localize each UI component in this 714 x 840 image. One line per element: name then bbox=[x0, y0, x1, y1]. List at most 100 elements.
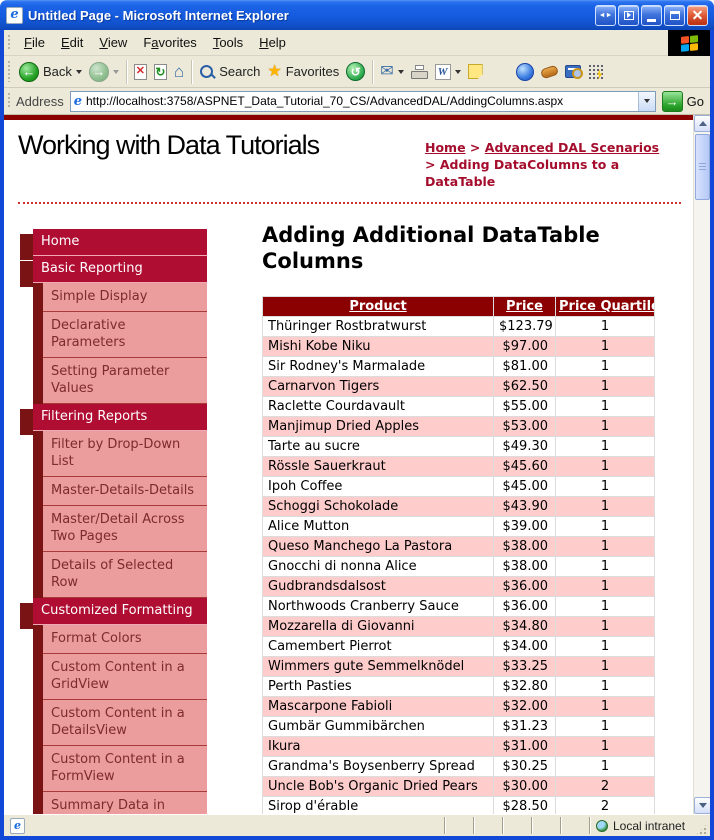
sidebar-item-master-details-details[interactable]: Master-Details-Details bbox=[43, 477, 207, 506]
sort-price-link[interactable]: Price bbox=[506, 299, 543, 314]
research-icon bbox=[539, 64, 559, 79]
sidebar-item-custom-content-in-a-formview[interactable]: Custom Content in a FormView bbox=[43, 746, 207, 792]
breadcrumb-separator: > bbox=[469, 140, 481, 155]
research-button[interactable] bbox=[538, 64, 561, 79]
maximize-button[interactable] bbox=[664, 4, 685, 26]
search-button[interactable]: Search bbox=[196, 62, 263, 82]
sidebar-item-setting-parameter-values[interactable]: Setting Parameter Values bbox=[43, 358, 207, 404]
breadcrumb-link-home[interactable]: Home bbox=[425, 140, 466, 155]
stop-button[interactable]: ✕ bbox=[131, 62, 150, 82]
go-button[interactable]: → Go bbox=[661, 90, 704, 112]
split-view-button[interactable]: ◄► bbox=[595, 4, 616, 26]
price-cell: $36.00 bbox=[493, 576, 556, 597]
forward-button[interactable]: → bbox=[86, 60, 122, 84]
product-cell: Rössle Sauerkraut bbox=[262, 456, 494, 477]
back-button[interactable]: ← Back bbox=[16, 60, 85, 84]
minimize-button[interactable] bbox=[641, 4, 662, 26]
main-column: Adding Additional DataTable Columns Prod… bbox=[262, 222, 655, 814]
toolbar-grip[interactable] bbox=[8, 61, 10, 82]
table-row: Mozzarella di Giovanni $34.80 1 bbox=[262, 616, 655, 637]
sidebar-item-custom-content-in-a-detailsview[interactable]: Custom Content in a DetailsView bbox=[43, 700, 207, 746]
close-button[interactable] bbox=[687, 4, 708, 26]
go-arrow-icon: → bbox=[661, 90, 683, 112]
table-row: Gnocchi di nonna Alice $38.00 1 bbox=[262, 556, 655, 577]
table-row: Raclette Courdavault $55.00 1 bbox=[262, 396, 655, 417]
sidebar-item-declarative-parameters[interactable]: Declarative Parameters bbox=[43, 312, 207, 358]
address-url: http://localhost:3758/ASPNET_Data_Tutori… bbox=[85, 94, 564, 108]
book-search-button[interactable] bbox=[562, 63, 584, 80]
address-dropdown-button[interactable] bbox=[637, 91, 655, 111]
sidebar-item-home[interactable]: Home bbox=[20, 229, 207, 260]
quartile-cell: 1 bbox=[555, 716, 655, 737]
history-button[interactable]: ↺ bbox=[343, 60, 368, 83]
menu-bar-items: File Edit View Favorites Tools Help bbox=[16, 34, 294, 52]
product-cell: Perth Pasties bbox=[262, 676, 494, 697]
sidebar-item-custom-content-in-a-gridview[interactable]: Custom Content in a GridView bbox=[43, 654, 207, 700]
print-button[interactable] bbox=[408, 63, 431, 81]
column-header-price-quartile: Price Quartile bbox=[555, 296, 655, 317]
search-icon bbox=[199, 64, 215, 80]
messenger-button[interactable] bbox=[513, 61, 537, 83]
sidebar-item-basic-reporting[interactable]: Basic Reporting bbox=[20, 256, 207, 287]
menu-item-edit[interactable]: Edit bbox=[60, 34, 84, 50]
maximize-icon bbox=[669, 10, 680, 20]
product-cell: Sirop d'érable bbox=[262, 796, 494, 814]
toolbar-separator bbox=[191, 59, 193, 84]
resize-grip[interactable] bbox=[695, 823, 708, 836]
breadcrumb-link-advanced-dal[interactable]: Advanced DAL Scenarios bbox=[484, 140, 660, 155]
sidebar-item-summary-data-in-footer[interactable]: Summary Data in Footer bbox=[43, 792, 207, 814]
sidebar-item-format-colors[interactable]: Format Colors bbox=[43, 625, 207, 654]
address-input[interactable]: e http://localhost:3758/ASPNET_Data_Tuto… bbox=[69, 90, 656, 112]
price-cell: $123.79 bbox=[493, 316, 556, 337]
popout-button[interactable] bbox=[618, 4, 639, 26]
product-cell: Gudbrandsdalsost bbox=[262, 576, 494, 597]
sidebar-item-master-detail-across-two-pages[interactable]: Master/Detail Across Two Pages bbox=[43, 506, 207, 552]
header-divider bbox=[18, 202, 681, 204]
menu-item-file[interactable]: File bbox=[24, 34, 45, 50]
table-row: Sir Rodney's Marmalade $81.00 1 bbox=[262, 356, 655, 377]
scroll-up-button[interactable] bbox=[694, 115, 710, 132]
menu-item-favorites[interactable]: Favorites bbox=[143, 34, 197, 50]
product-cell: Northwoods Cranberry Sauce bbox=[262, 596, 494, 617]
product-cell: Carnarvon Tigers bbox=[262, 376, 494, 397]
page-title: Adding Additional DataTable Columns bbox=[262, 223, 600, 273]
menu-item-help[interactable]: Help bbox=[259, 34, 286, 50]
mail-button[interactable]: ✉ bbox=[377, 62, 406, 82]
sidebar-nav: Home Basic Reporting Simple Display Declara… bbox=[20, 229, 207, 814]
browser-viewport: Working with Data Tutorials Home > Advan… bbox=[4, 115, 710, 814]
mobile-favorites-button[interactable] bbox=[585, 62, 606, 81]
product-cell: Mozzarella di Giovanni bbox=[262, 616, 494, 637]
sidebar-item-filter-by-drop-down-list[interactable]: Filter by Drop-Down List bbox=[43, 431, 207, 477]
menu-item-view[interactable]: View bbox=[99, 34, 128, 50]
scroll-down-button[interactable] bbox=[694, 797, 710, 814]
edit-with-word-button[interactable]: W bbox=[432, 62, 464, 82]
sort-product-link[interactable]: Product bbox=[349, 299, 407, 314]
refresh-button[interactable]: ↻ bbox=[151, 62, 170, 82]
breadcrumb-current: Adding DataColumns to a DataTable bbox=[425, 157, 620, 189]
table-row: Schoggi Schokolade $43.90 1 bbox=[262, 496, 655, 517]
sidebar-item-filtering-reports[interactable]: Filtering Reports bbox=[20, 404, 207, 435]
product-cell: Mascarpone Fabioli bbox=[262, 696, 494, 717]
product-cell: Sir Rodney's Marmalade bbox=[262, 356, 494, 377]
product-cell: Wimmers gute Semmelknödel bbox=[262, 656, 494, 677]
status-pane bbox=[444, 817, 473, 834]
go-label: Go bbox=[686, 93, 704, 109]
favorites-button[interactable]: ★ Favorites bbox=[264, 62, 342, 82]
product-cell: Ikura bbox=[262, 736, 494, 757]
table-row: Sirop d'érable $28.50 2 bbox=[262, 796, 655, 814]
sidebar-item-details-of-selected-row[interactable]: Details of Selected Row bbox=[43, 552, 207, 598]
menubar-grip[interactable] bbox=[8, 35, 10, 50]
quartile-cell: 1 bbox=[555, 516, 655, 537]
quartile-cell: 1 bbox=[555, 556, 655, 577]
sidebar-item-simple-display[interactable]: Simple Display bbox=[43, 283, 207, 312]
sort-price-quartile-link[interactable]: Price Quartile bbox=[559, 299, 655, 314]
home-button[interactable]: ⌂ bbox=[171, 61, 187, 82]
sidebar-item-customized-formatting[interactable]: Customized Formatting bbox=[20, 598, 207, 629]
notes-button[interactable] bbox=[465, 62, 486, 81]
addressbar-grip[interactable] bbox=[8, 93, 10, 109]
scroll-thumb[interactable] bbox=[695, 134, 710, 200]
breadcrumb-separator: > bbox=[425, 157, 436, 172]
table-row: Ipoh Coffee $45.00 1 bbox=[262, 476, 655, 497]
menu-item-tools[interactable]: Tools bbox=[212, 34, 244, 50]
vertical-scrollbar[interactable] bbox=[693, 115, 710, 814]
